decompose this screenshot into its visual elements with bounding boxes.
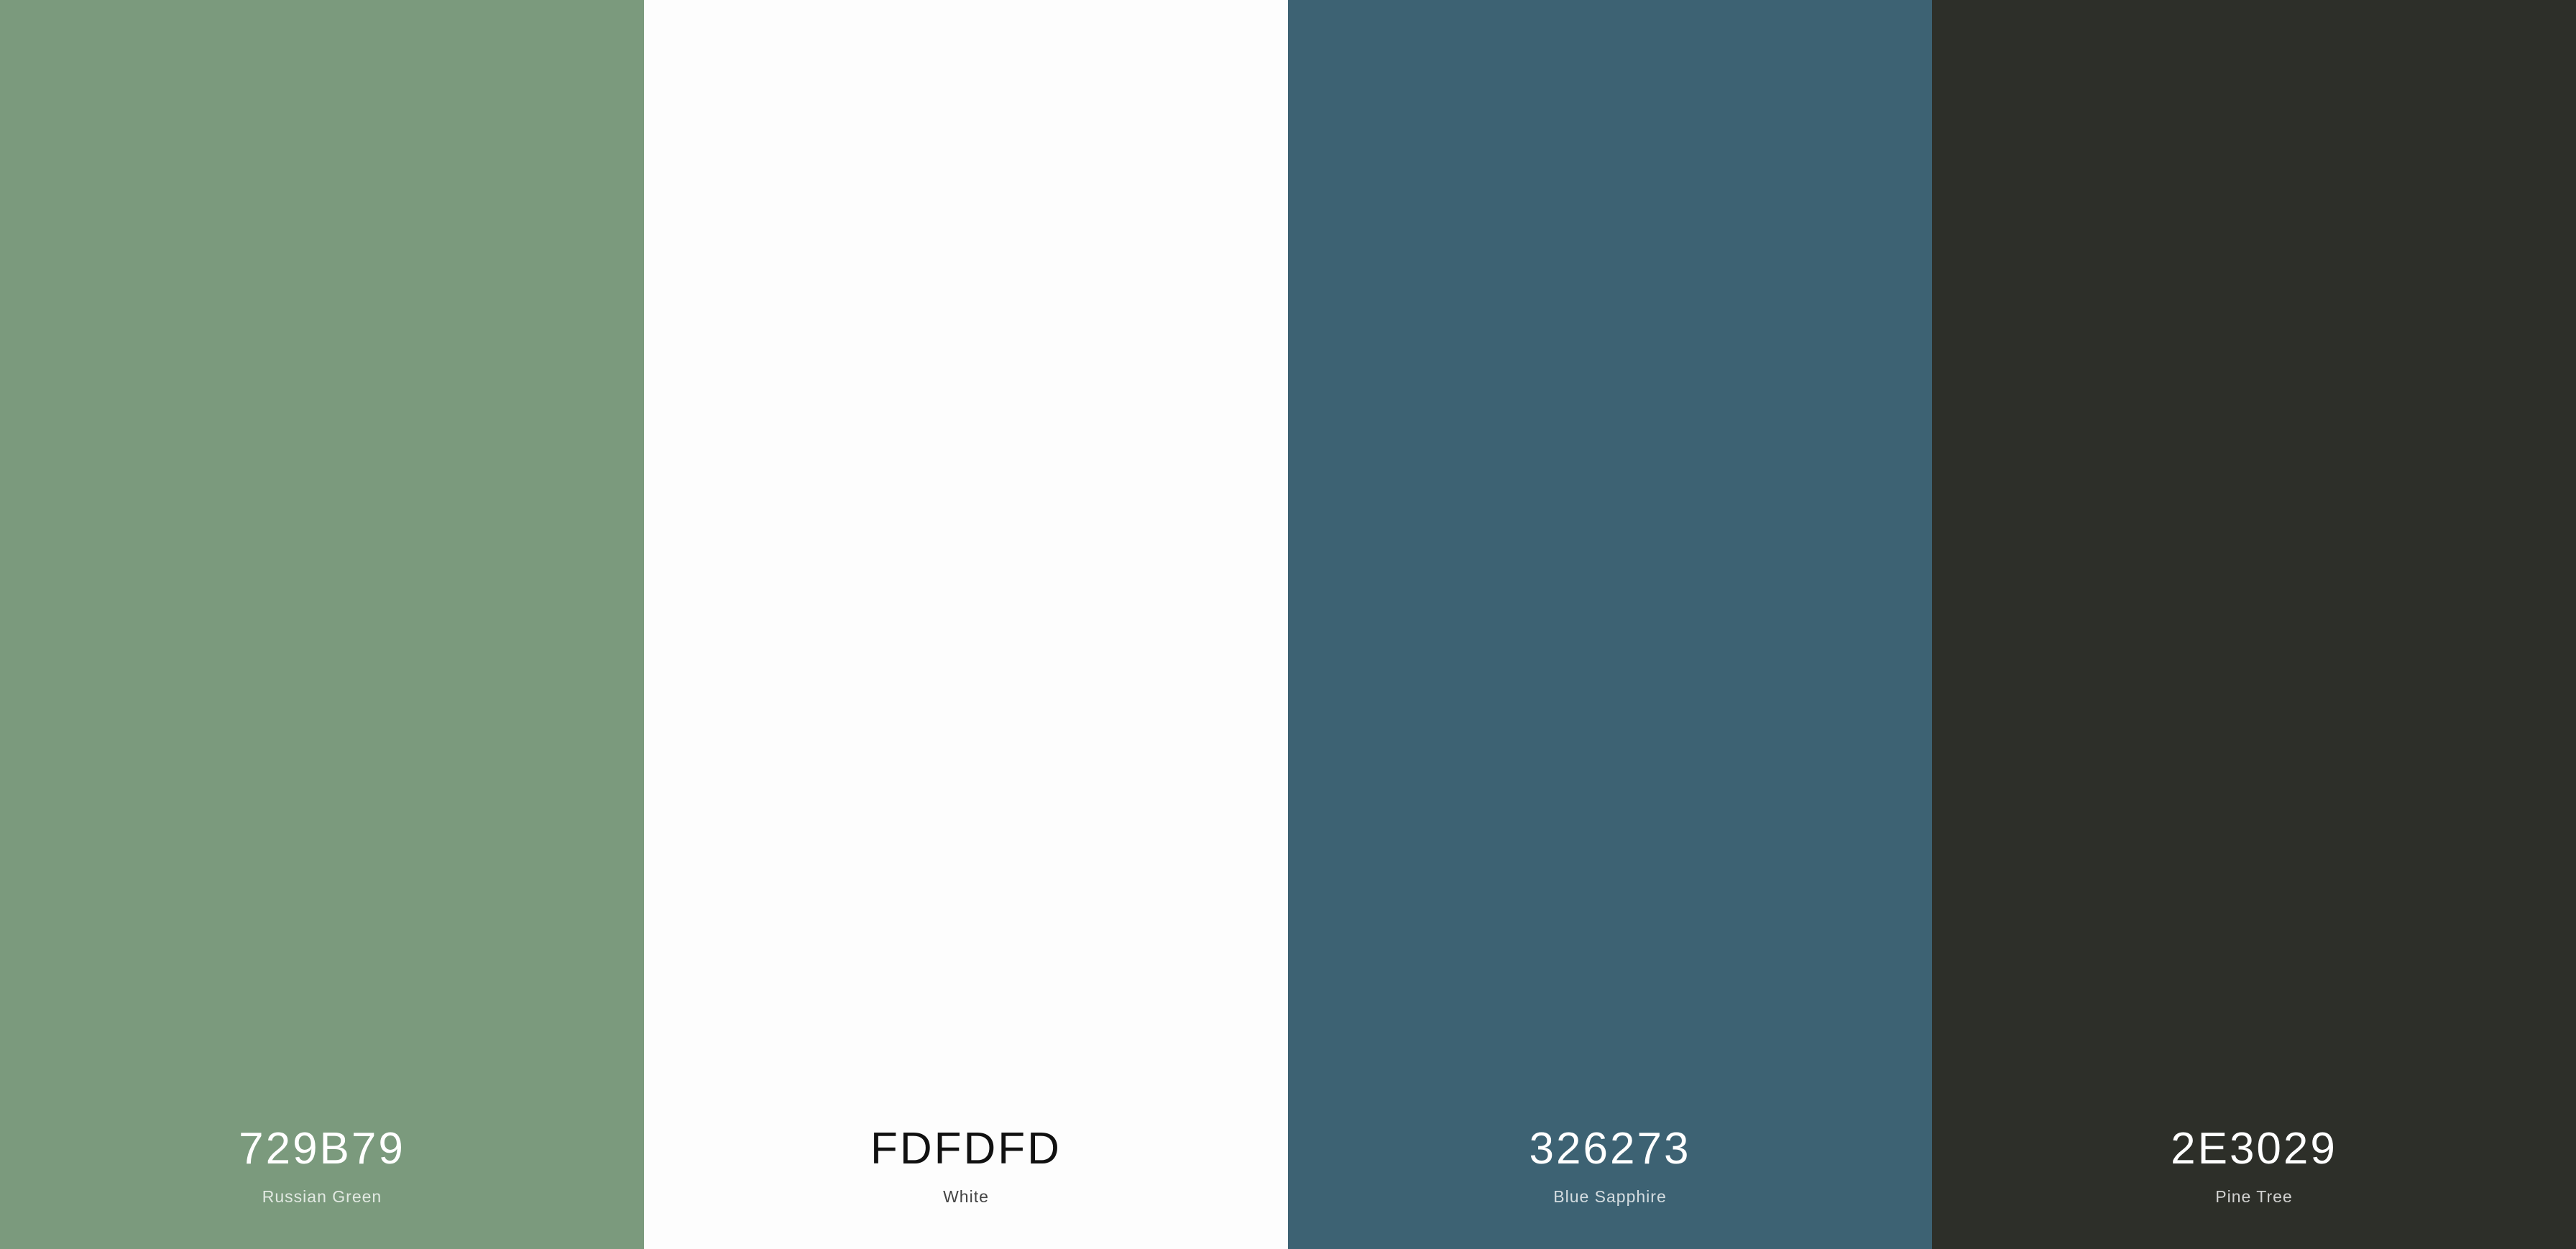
swatch-white[interactable]: FDFDFD White — [644, 0, 1288, 1249]
swatch-label-group: FDFDFD White — [644, 1127, 1288, 1249]
swatch-label-group: 326273 Blue Sapphire — [1288, 1127, 1932, 1249]
swatch-hex-code[interactable]: 326273 — [1529, 1124, 1691, 1174]
swatch-russian-green[interactable]: 729B79 Russian Green — [0, 0, 644, 1249]
swatch-pine-tree[interactable]: 2E3029 Pine Tree — [1932, 0, 2576, 1249]
swatch-hex-code[interactable]: 2E3029 — [2171, 1124, 2337, 1174]
swatch-blue-sapphire[interactable]: 326273 Blue Sapphire — [1288, 0, 1932, 1249]
swatch-label-group: 2E3029 Pine Tree — [1932, 1127, 2576, 1249]
swatch-label-group: 729B79 Russian Green — [0, 1127, 644, 1249]
swatch-color-name: White — [943, 1187, 989, 1206]
swatch-color-name: Pine Tree — [2215, 1187, 2293, 1206]
swatch-hex-code[interactable]: FDFDFD — [870, 1124, 1062, 1174]
swatch-color-name: Blue Sapphire — [1553, 1187, 1667, 1206]
swatch-color-name: Russian Green — [262, 1187, 382, 1206]
swatch-hex-code[interactable]: 729B79 — [239, 1124, 405, 1174]
